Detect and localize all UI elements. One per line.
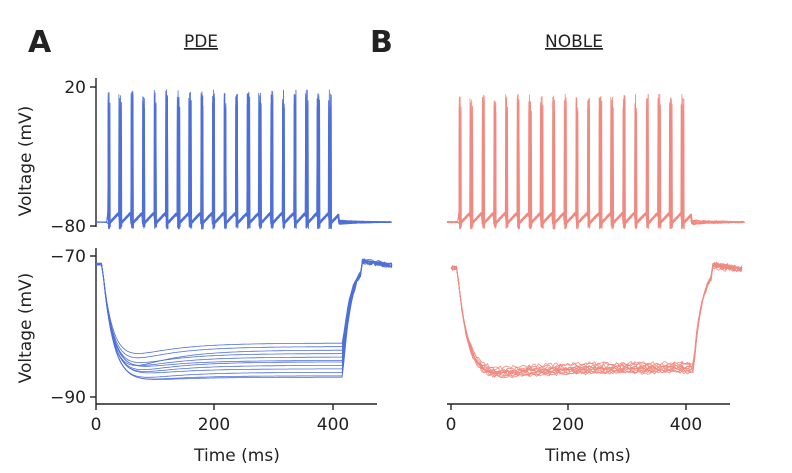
trace-traces-a-bottom-1 [96,260,393,359]
y-tick-label-minus70: −70 [50,247,86,267]
trace-traces-b-bottom-3 [450,262,743,373]
trace-traces-a-top-2 [95,90,392,230]
y-axis-label-top: Voltage (mV) [16,106,36,217]
trace-traces-b-top-3 [446,93,744,230]
y-axis-label-bottom: Voltage (mV) [16,273,36,384]
trace-traces-b-top-4 [446,95,745,230]
trace-traces-a-bottom-6 [96,259,393,370]
x-tick-label-a-0: 0 [91,415,102,435]
trace-traces-a-top-0 [95,90,392,230]
trace-traces-a-bottom-0 [96,260,393,354]
x-axis-label-a: Time (ms) [193,446,280,466]
trace-traces-a-top-8 [96,89,392,230]
trace-traces-a-bottom-8 [96,258,393,374]
x-axis-label-b: Time (ms) [544,446,631,466]
trace-traces-b-bottom-0 [450,263,743,370]
trace-traces-a-top-5 [96,89,392,229]
panel-letter-b: B [370,25,393,60]
y-tick-label-20: 20 [64,78,86,98]
trace-traces-b-top-2 [446,94,745,230]
x-tick-label-b-200: 200 [552,415,584,435]
trace-traces-a-top-7 [96,90,391,230]
trace-traces-b-top-11 [446,94,744,230]
trace-traces-b-top-9 [447,93,744,229]
panel-b-top [446,93,745,230]
panel-a-bottom: −70 −90 Voltage (mV) 0 200 400 Time (ms) [16,247,393,466]
trace-traces-a-bottom-3 [96,260,392,364]
traces-a-top [95,89,392,230]
trace-traces-b-top-1 [446,93,744,230]
trace-traces-b-top-7 [446,95,744,230]
trace-traces-a-bottom-4 [96,261,393,366]
trace-traces-a-top-6 [95,89,391,230]
x-tick-label-b-0: 0 [446,415,457,435]
trace-traces-a-top-11 [96,90,391,230]
trace-traces-a-bottom-11 [96,258,393,380]
trace-traces-b-top-0 [446,94,745,230]
trace-traces-a-top-4 [96,91,392,230]
x-tick-label-a-400: 400 [317,415,349,435]
panel-title-pde: PDE [184,32,218,52]
x-tick-label-b-400: 400 [670,415,702,435]
panel-a-top: 20 −80 Voltage (mV) [16,78,392,237]
trace-traces-a-top-9 [96,89,391,229]
trace-traces-b-top-8 [446,93,745,230]
trace-traces-a-top-10 [96,89,391,229]
trace-traces-a-bottom-2 [96,260,393,366]
panel-letter-a: A [28,25,52,60]
panel-b-bottom: 0 200 400 Time (ms) [446,261,743,466]
trace-traces-a-bottom-7 [96,260,393,372]
trace-traces-b-bottom-11 [450,263,743,377]
x-tick-label-a-200: 200 [198,415,230,435]
trace-traces-a-top-3 [95,89,391,230]
traces-b-bottom [450,261,743,379]
traces-a-bottom [96,258,393,380]
trace-traces-b-top-10 [447,94,745,229]
panel-title-noble: NOBLE [545,32,603,52]
traces-b-top [446,93,745,230]
y-tick-label-minus90: −90 [50,388,86,408]
trace-traces-b-top-6 [446,94,745,230]
trace-traces-a-top-1 [95,89,391,230]
trace-traces-b-top-5 [446,93,745,229]
y-tick-label-minus80: −80 [50,217,86,237]
